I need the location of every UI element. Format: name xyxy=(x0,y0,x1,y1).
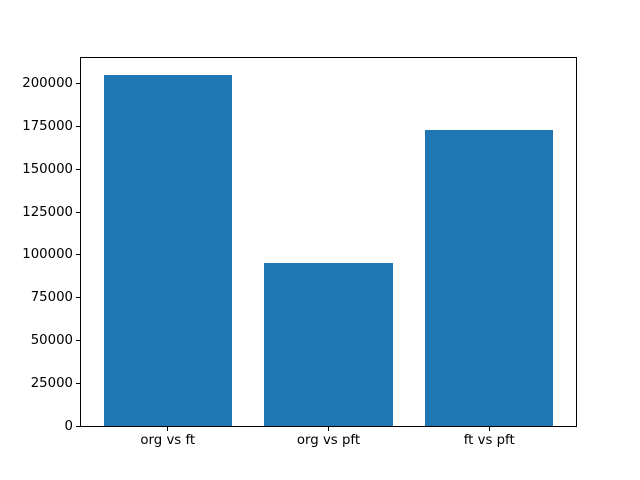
y-tick-label: 100000 xyxy=(22,247,73,263)
y-tick-mark xyxy=(76,297,80,299)
y-tick-mark xyxy=(76,168,80,170)
y-tick-label: 150000 xyxy=(22,161,73,177)
bar-org-vs-ft xyxy=(103,75,233,426)
y-tick-label: 25000 xyxy=(30,375,73,391)
y-tick-mark xyxy=(76,425,80,427)
y-tick-label: 175000 xyxy=(22,118,73,134)
y-tick-label: 0 xyxy=(64,418,73,434)
y-tick-mark xyxy=(76,382,80,384)
bar-org-vs-pft xyxy=(264,263,393,426)
x-tick-label: org vs ft xyxy=(140,433,196,448)
y-tick-mark xyxy=(76,83,80,85)
y-tick-mark xyxy=(76,339,80,341)
x-tick-label: org vs pft xyxy=(296,433,361,448)
y-tick-label: 50000 xyxy=(30,332,73,348)
x-tick-mark xyxy=(328,427,329,431)
y-tick-label: 200000 xyxy=(22,76,73,92)
x-tick-mark xyxy=(167,427,169,431)
plot-area xyxy=(80,57,577,427)
y-tick-label: 125000 xyxy=(22,204,73,220)
x-tick-label: ft vs pft xyxy=(463,433,515,448)
y-tick-label: 75000 xyxy=(30,290,73,306)
x-tick-mark xyxy=(488,427,490,431)
bar-ft-vs-pft xyxy=(424,129,554,426)
y-tick-mark xyxy=(76,211,80,213)
y-tick-mark xyxy=(76,125,80,127)
y-tick-mark xyxy=(76,254,80,256)
